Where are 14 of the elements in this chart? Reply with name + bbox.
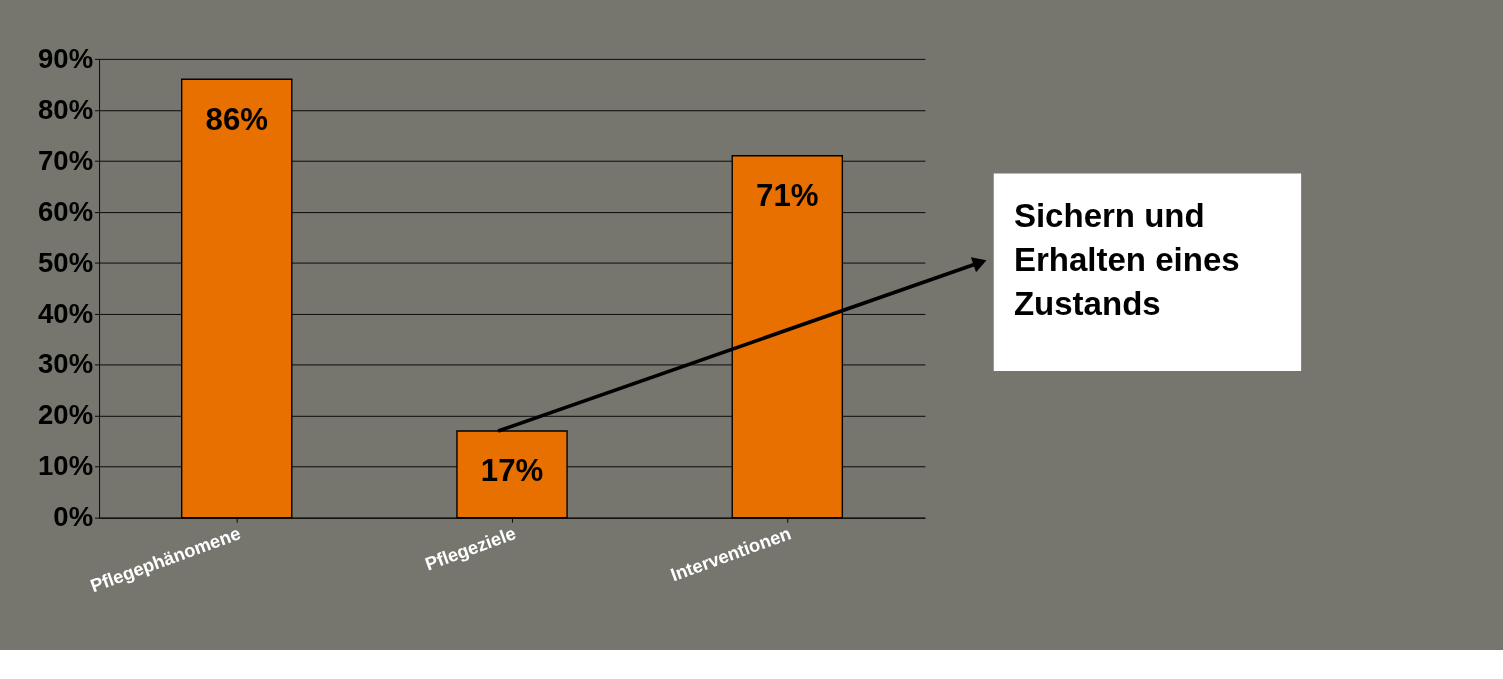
y-tick-label: 20% [38,399,94,431]
data-label: 86% [205,101,268,137]
y-tick-label: 50% [38,246,94,278]
y-tick-label: 0% [53,501,94,533]
text: Sichern und Erhalten eines Zustands [1013,196,1240,322]
y-tick-label: 60% [38,195,94,227]
y-tick-label: 80% [38,93,94,125]
data-label: 71% [756,178,819,214]
y-tick-label: 10% [38,450,94,482]
y-tick-label: 70% [38,144,94,176]
y-tick-label: 30% [38,348,94,380]
y-tick-label: 40% [38,297,94,329]
y-tick-label: 90% [38,42,94,74]
data-label: 17% [480,453,544,489]
